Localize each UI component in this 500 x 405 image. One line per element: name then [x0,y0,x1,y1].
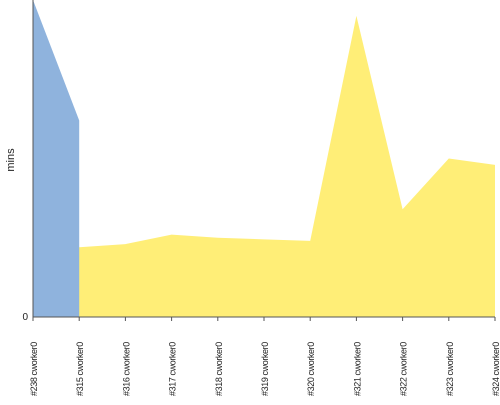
x-tick-label: #322 cworker0 [399,342,409,396]
x-tick-label: #324 cworker0 [491,342,500,396]
highlight-area [33,0,80,317]
x-tick-label: #316 cworker0 [121,342,131,396]
x-tick-label: #319 cworker0 [260,342,270,396]
area-series-0 [33,15,495,317]
x-tick-label: #315 cworker0 [75,342,85,396]
y-tick-label: 0 [22,312,28,323]
x-tick-label: #321 cworker0 [352,342,362,396]
plot-area [32,0,495,318]
x-tick-label: #318 cworker0 [214,342,224,396]
x-tick-label: #317 cworker0 [168,342,178,396]
y-axis-label: mins [5,148,17,172]
x-tick-label: #320 cworker0 [306,342,316,396]
x-tick-label: #323 cworker0 [445,342,455,396]
x-tick-label: #238 cworker0 [29,342,39,396]
